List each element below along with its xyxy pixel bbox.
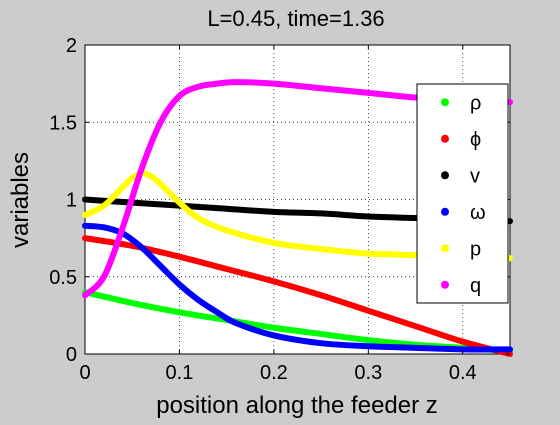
grid-lines <box>85 45 510 354</box>
legend-marker <box>441 171 449 180</box>
series-line-1 <box>82 235 513 357</box>
legend-marker <box>441 280 449 289</box>
legend-label: q <box>470 275 481 297</box>
x-tick-label: 0.4 <box>449 362 477 384</box>
y-axis-ticks: 0 0.5 1 1.5 2 <box>49 35 510 366</box>
x-tick-label: 0.1 <box>166 362 194 384</box>
series-line-5 <box>82 79 513 299</box>
y-tick-label: 2 <box>66 35 77 57</box>
series-line-3 <box>82 222 513 353</box>
x-tick-label: 0.3 <box>354 362 382 384</box>
x-axis-ticks: 0 0.1 0.2 0.3 0.4 <box>79 45 477 384</box>
x-tick-label: 0.2 <box>260 362 288 384</box>
legend-label: ϕ <box>470 129 481 151</box>
series-line-4 <box>82 170 513 262</box>
y-tick-label: 0 <box>66 344 77 366</box>
legend-label: ω <box>470 202 486 224</box>
legend-box <box>416 83 509 304</box>
legend-marker <box>441 98 449 107</box>
x-tick-label: 0 <box>79 362 90 384</box>
y-tick-label: 0.5 <box>49 267 77 289</box>
legend-marker <box>441 244 449 253</box>
y-axis-label: variables <box>7 152 34 248</box>
legend-marker <box>441 134 449 143</box>
y-tick-label: 1 <box>66 190 77 212</box>
series-layer <box>82 79 513 357</box>
x-axis-label: position along the feeder z <box>156 392 438 419</box>
legend-label: ρ <box>470 92 481 114</box>
legend-label: p <box>470 238 481 260</box>
legend-label: v <box>470 165 480 187</box>
y-tick-label: 1.5 <box>49 112 77 134</box>
legend-marker <box>441 207 449 216</box>
chart-title: L=0.45, time=1.36 <box>207 6 384 31</box>
